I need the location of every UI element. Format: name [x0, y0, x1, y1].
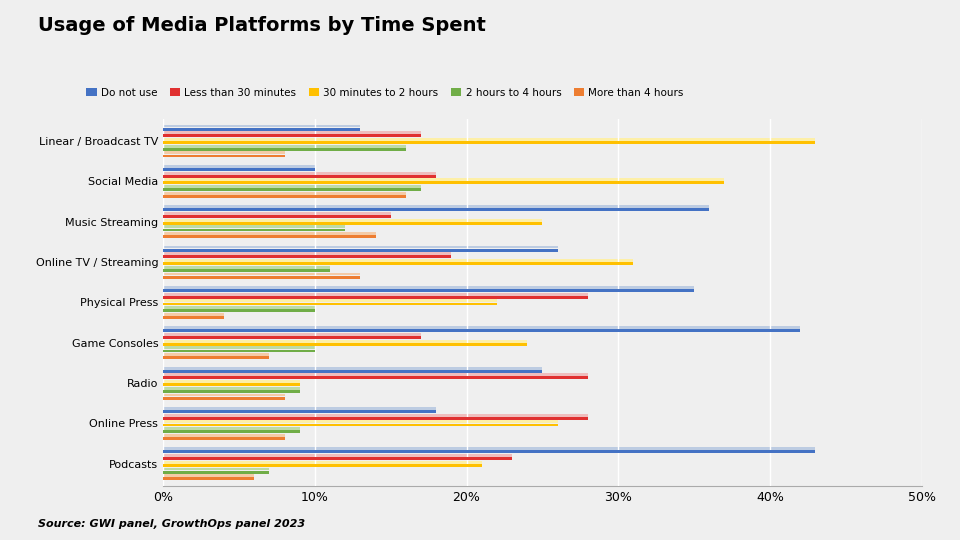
Bar: [163, 148, 406, 151]
Bar: [163, 262, 634, 265]
Bar: [163, 454, 512, 457]
Bar: [163, 266, 330, 269]
Bar: [163, 249, 558, 252]
Bar: [163, 414, 588, 417]
Bar: [163, 293, 588, 295]
Bar: [163, 252, 451, 255]
Bar: [163, 329, 801, 332]
Bar: [163, 367, 542, 369]
Bar: [163, 336, 421, 339]
Bar: [163, 192, 406, 195]
Bar: [163, 185, 421, 188]
Bar: [163, 471, 270, 474]
Bar: [163, 228, 346, 232]
Bar: [163, 299, 497, 302]
Bar: [163, 387, 300, 390]
Bar: [163, 450, 815, 454]
Bar: [163, 468, 270, 470]
Bar: [163, 464, 482, 467]
Bar: [163, 302, 497, 306]
Bar: [163, 259, 634, 262]
Bar: [163, 376, 588, 380]
Bar: [163, 127, 360, 131]
Bar: [163, 212, 391, 215]
Bar: [163, 457, 512, 460]
Bar: [163, 289, 694, 292]
Bar: [163, 255, 451, 258]
Bar: [163, 131, 421, 134]
Bar: [163, 222, 542, 225]
Bar: [163, 134, 421, 137]
Bar: [163, 421, 558, 423]
Bar: [163, 175, 436, 178]
Bar: [163, 434, 284, 437]
Bar: [163, 168, 315, 171]
Bar: [163, 474, 254, 477]
Bar: [163, 343, 527, 346]
Bar: [163, 275, 360, 279]
Bar: [163, 215, 391, 218]
Bar: [163, 208, 709, 211]
Bar: [163, 313, 224, 316]
Text: Usage of Media Platforms by Time Spent: Usage of Media Platforms by Time Spent: [38, 16, 487, 35]
Bar: [163, 437, 284, 440]
Bar: [163, 178, 725, 181]
Bar: [163, 172, 436, 174]
Bar: [163, 165, 315, 168]
Bar: [163, 235, 375, 238]
Bar: [163, 181, 725, 184]
Bar: [163, 188, 421, 191]
Bar: [163, 141, 815, 144]
Bar: [163, 296, 588, 299]
Bar: [163, 447, 815, 450]
Bar: [163, 390, 300, 393]
Bar: [163, 397, 284, 400]
Bar: [163, 407, 436, 410]
Bar: [163, 269, 330, 272]
Bar: [163, 225, 346, 228]
Bar: [163, 430, 300, 433]
Bar: [163, 394, 284, 396]
Bar: [163, 353, 270, 356]
Bar: [163, 347, 315, 349]
Bar: [163, 383, 300, 386]
Bar: [163, 286, 694, 289]
Bar: [163, 326, 801, 329]
Text: Source: GWI panel, GrowthOps panel 2023: Source: GWI panel, GrowthOps panel 2023: [38, 519, 305, 529]
Bar: [163, 138, 815, 141]
Bar: [163, 205, 709, 208]
Bar: [163, 154, 284, 158]
Bar: [163, 195, 406, 198]
Bar: [163, 370, 542, 373]
Bar: [163, 306, 315, 309]
Bar: [163, 246, 558, 248]
Bar: [163, 151, 284, 154]
Legend: Do not use, Less than 30 minutes, 30 minutes to 2 hours, 2 hours to 4 hours, Mor: Do not use, Less than 30 minutes, 30 min…: [82, 84, 688, 102]
Bar: [163, 273, 360, 275]
Bar: [163, 125, 360, 127]
Bar: [163, 219, 542, 221]
Bar: [163, 340, 527, 343]
Bar: [163, 427, 300, 430]
Bar: [163, 232, 375, 235]
Bar: [163, 461, 482, 464]
Bar: [163, 145, 406, 147]
Bar: [163, 356, 270, 359]
Bar: [163, 423, 558, 427]
Bar: [163, 373, 588, 376]
Bar: [163, 309, 315, 312]
Bar: [163, 380, 300, 383]
Bar: [163, 333, 421, 336]
Bar: [163, 316, 224, 319]
Bar: [163, 349, 315, 353]
Bar: [163, 410, 436, 413]
Bar: [163, 477, 254, 480]
Bar: [163, 417, 588, 420]
